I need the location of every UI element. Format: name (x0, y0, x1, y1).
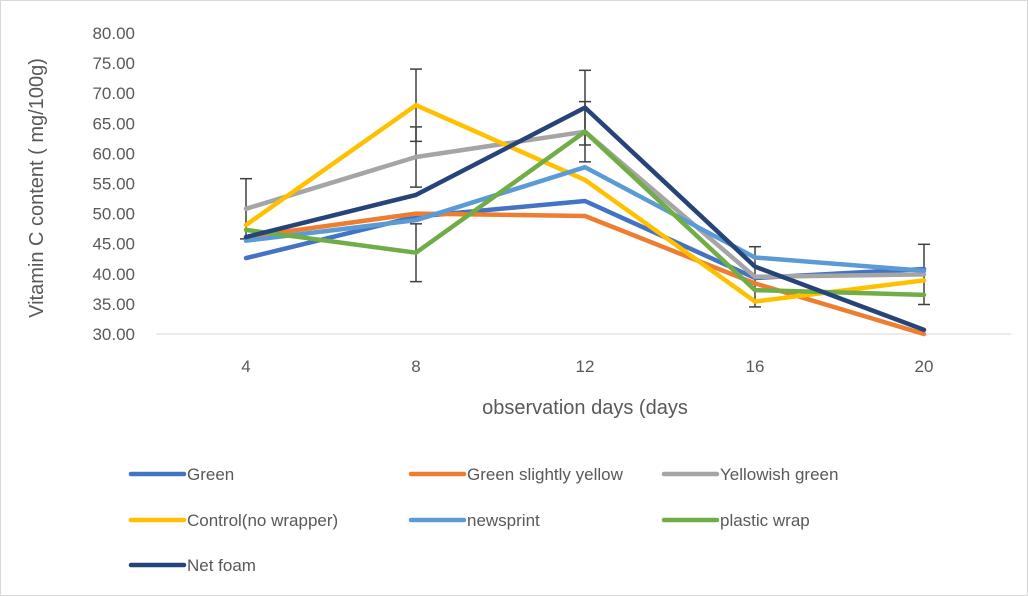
series-lines (243, 102, 927, 337)
legend-label: Net foam (187, 556, 256, 575)
legend-label: Control(no wrapper) (187, 511, 338, 530)
y-tick-label: 80.00 (92, 24, 135, 43)
x-tick-label: 8 (411, 357, 420, 376)
x-tick-label: 16 (746, 357, 765, 376)
series-line-5 (243, 129, 927, 298)
series-line-6 (243, 105, 927, 333)
legend-label: Green (187, 465, 234, 484)
series-line-3 (243, 102, 927, 304)
y-tick-label: 50.00 (92, 205, 135, 224)
y-tick-label: 40.00 (92, 265, 135, 284)
legend-label: Yellowish green (720, 465, 838, 484)
y-tick-label: 75.00 (92, 54, 135, 73)
x-tick-label: 4 (241, 357, 250, 376)
series-line-4 (243, 164, 927, 274)
y-tick-label: 60.00 (92, 144, 135, 163)
y-tick-label: 65.00 (92, 114, 135, 133)
x-tick-label: 20 (915, 357, 934, 376)
y-tick-label: 45.00 (92, 235, 135, 254)
error-bars (240, 68, 930, 308)
x-axis-title: observation days (days (482, 397, 688, 419)
y-tick-label: 70.00 (92, 84, 135, 103)
y-tick-label: 35.00 (92, 295, 135, 314)
axes: 30.00 35.00 40.00 45.00 50.00 55.00 60.00 65.00… (92, 24, 1011, 376)
legend-label: Green slightly yellow (467, 465, 624, 484)
x-tick-label: 12 (576, 357, 595, 376)
series-line-1 (243, 211, 927, 337)
legend: Green Green slightly yellow Yellowish gree… (128, 465, 838, 575)
y-axis-title: Vitamin C content ( mg/100g) (26, 58, 48, 318)
y-tick-label: 55.00 (92, 175, 135, 194)
y-tick-label: 30.00 (92, 325, 135, 344)
legend-label: newsprint (467, 511, 540, 530)
legend-label: plastic wrap (720, 511, 810, 530)
